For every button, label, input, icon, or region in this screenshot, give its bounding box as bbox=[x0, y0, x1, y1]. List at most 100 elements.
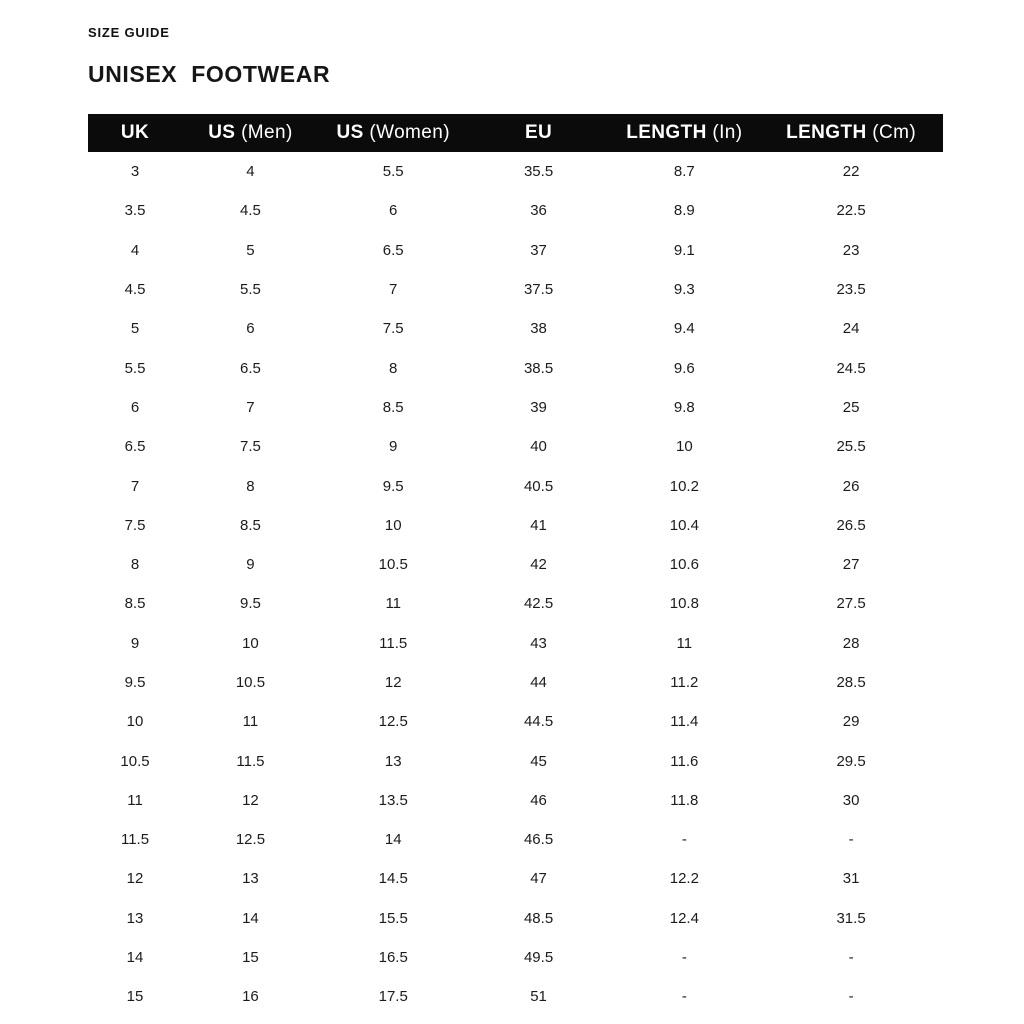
table-cell: 13 bbox=[384, 752, 402, 770]
table-row: 6 7 8.5 39 9.8 25 bbox=[88, 388, 943, 427]
table-cell: 31.5 bbox=[836, 909, 866, 927]
table-cell: 25.5 bbox=[836, 438, 866, 456]
table-cell: 10.5 bbox=[235, 674, 266, 691]
table-cell: - bbox=[848, 949, 854, 967]
table-cell: 9.5 bbox=[382, 477, 404, 495]
column-header-eu: EU bbox=[467, 114, 610, 152]
table-row: 7 8 9.5 40.5 10.2 26 bbox=[88, 466, 943, 505]
table-cell: 6 bbox=[246, 320, 255, 338]
table-cell: 15 bbox=[242, 949, 259, 967]
table-cell: 39 bbox=[530, 398, 547, 416]
table-cell: 9.8 bbox=[673, 398, 695, 416]
column-header-us--women-: US (Women) bbox=[318, 114, 468, 152]
column-header-bold-text: LENGTH bbox=[786, 122, 867, 143]
table-cell: 4 bbox=[246, 163, 255, 181]
table-cell: 10 bbox=[126, 713, 144, 731]
table-cell: 15.5 bbox=[378, 909, 408, 927]
table-cell: 13 bbox=[242, 870, 259, 888]
table-cell: 12 bbox=[242, 791, 259, 809]
table-cell: 9.3 bbox=[673, 281, 695, 299]
table-cell: 37.5 bbox=[523, 281, 554, 299]
table-cell: 11 bbox=[676, 634, 693, 652]
table-cell: 7 bbox=[389, 281, 398, 299]
table-cell: 3.5 bbox=[124, 202, 146, 220]
table-cell: - bbox=[848, 831, 854, 849]
table-cell: 30 bbox=[842, 791, 860, 809]
table-cell: - bbox=[681, 988, 687, 1006]
column-header-length--in-: LENGTH (In) bbox=[609, 114, 760, 152]
table-cell: 23 bbox=[842, 241, 860, 259]
column-header-light-text: (In) bbox=[706, 122, 743, 143]
table-cell: 13 bbox=[126, 909, 144, 927]
size-table-header: UK US (Men) US (Women) EU LENGTH (In) LENGTH … bbox=[88, 114, 943, 152]
column-header-length--cm-: LENGTH (Cm) bbox=[759, 114, 943, 152]
table-cell: 7 bbox=[130, 477, 140, 495]
table-cell: 38.5 bbox=[523, 359, 554, 377]
table-cell: 46.5 bbox=[523, 831, 554, 849]
table-cell: 6 bbox=[389, 202, 398, 220]
table-cell: 28.5 bbox=[836, 674, 866, 691]
column-header-bold-text: UK bbox=[120, 122, 150, 143]
table-cell: 11.4 bbox=[670, 713, 699, 731]
table-cell: 38 bbox=[530, 320, 547, 338]
table-cell: 5.5 bbox=[240, 281, 261, 299]
table-cell: 5 bbox=[246, 241, 255, 259]
table-row: 5.5 6.5 8 38.5 9.6 24.5 bbox=[88, 348, 943, 387]
table-cell: 4.5 bbox=[124, 281, 146, 299]
table-cell: 6.5 bbox=[124, 438, 146, 456]
table-cell: 10.4 bbox=[669, 516, 699, 534]
table-cell: 26 bbox=[842, 477, 860, 495]
table-cell: 40.5 bbox=[523, 477, 554, 495]
table-cell: 9 bbox=[389, 438, 398, 456]
table-cell: 9.4 bbox=[673, 320, 695, 338]
table-cell: 8.5 bbox=[240, 516, 261, 534]
table-cell: 11.8 bbox=[670, 791, 699, 809]
table-cell: 11.2 bbox=[670, 674, 699, 691]
table-cell: 8 bbox=[130, 556, 140, 574]
table-cell: 41 bbox=[530, 516, 547, 534]
table-row: 5 6 7.5 38 9.4 24 bbox=[88, 309, 943, 348]
table-cell: 47 bbox=[530, 870, 547, 888]
table-cell: 45 bbox=[530, 752, 547, 770]
table-cell: 3 bbox=[130, 163, 140, 181]
table-row: 14 15 16.5 49.5 - - bbox=[88, 938, 943, 977]
table-cell: 7.5 bbox=[382, 320, 404, 338]
table-row: 9 10 11.5 43 11 28 bbox=[88, 624, 943, 663]
table-cell: 12.5 bbox=[378, 713, 408, 731]
table-cell: 28 bbox=[842, 634, 860, 652]
table-cell: 44.5 bbox=[523, 713, 554, 731]
table-cell: 8 bbox=[246, 477, 255, 495]
table-cell: 11.6 bbox=[670, 752, 699, 770]
table-cell: 6.5 bbox=[382, 241, 404, 259]
header-row: UK US (Men) US (Women) EU LENGTH (In) LENGTH … bbox=[88, 114, 943, 152]
table-row: 12 13 14.5 47 12.2 31 bbox=[88, 859, 943, 898]
table-cell: 51 bbox=[530, 988, 547, 1006]
table-cell: 31 bbox=[842, 870, 860, 888]
table-cell: 37 bbox=[530, 241, 547, 259]
table-cell: 13.5 bbox=[378, 791, 408, 809]
table-cell: 10.5 bbox=[378, 556, 408, 574]
table-cell: 46 bbox=[530, 791, 547, 809]
table-cell: 14.5 bbox=[378, 870, 408, 888]
table-cell: 12.4 bbox=[669, 909, 699, 927]
table-cell: 9.1 bbox=[673, 241, 695, 259]
table-cell: 10 bbox=[676, 438, 693, 456]
table-cell: 17.5 bbox=[378, 988, 408, 1006]
table-cell: 9.5 bbox=[240, 595, 261, 613]
table-cell: 11 bbox=[385, 595, 402, 613]
table-row: 9.5 10.5 12 44 11.2 28.5 bbox=[88, 663, 943, 702]
table-cell: 10.8 bbox=[669, 595, 699, 613]
table-cell: 6 bbox=[130, 398, 140, 416]
column-header-bold-text: LENGTH bbox=[626, 122, 707, 143]
column-header-light-text: (Cm) bbox=[866, 122, 917, 143]
table-cell: 35.5 bbox=[523, 163, 554, 181]
size-guide-label: SIZE GUIDE bbox=[88, 25, 170, 40]
table-cell: 36 bbox=[530, 202, 547, 220]
table-cell: 8 bbox=[389, 359, 398, 377]
table-cell: 40 bbox=[530, 438, 547, 456]
table-row: 7.5 8.5 10 41 10.4 26.5 bbox=[88, 506, 943, 545]
table-cell: 4.5 bbox=[240, 202, 261, 220]
table-cell: 12.2 bbox=[669, 870, 699, 888]
table-row: 8.5 9.5 11 42.5 10.8 27.5 bbox=[88, 584, 943, 623]
table-cell: 8.5 bbox=[382, 398, 404, 416]
